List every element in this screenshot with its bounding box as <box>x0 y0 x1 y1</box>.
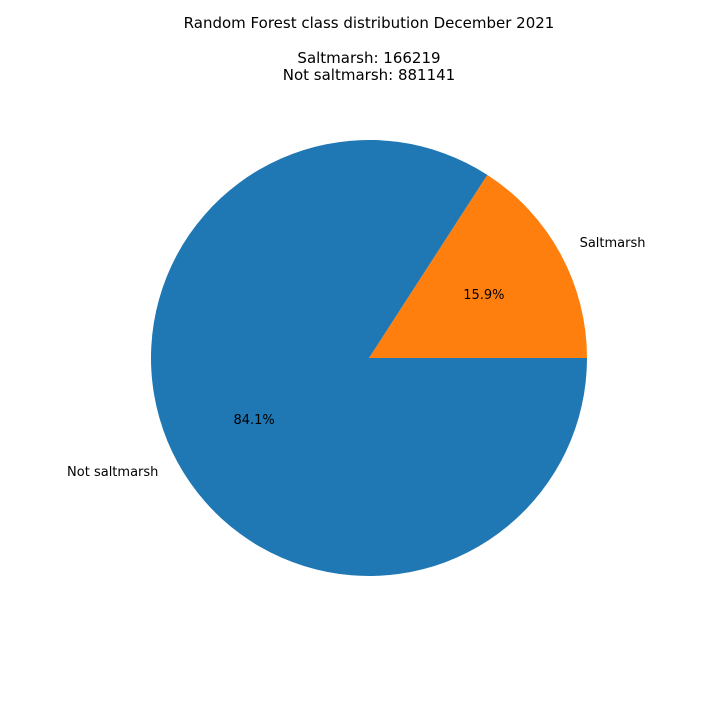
chart-title: Random Forest class distribution Decembe… <box>184 14 555 32</box>
pie-slice-saltmarsh <box>369 174 587 358</box>
chart-subtitle-line-1: Saltmarsh: 166219 <box>297 49 440 67</box>
pie-label-not-saltmarsh: Not saltmarsh <box>67 465 158 480</box>
pie-slice-not-saltmarsh <box>150 139 587 576</box>
pie-percent-not-saltmarsh: 84.1% <box>233 413 274 428</box>
pie-labels: Saltmarsh 15.9% Not saltmarsh 84.1% <box>67 236 645 480</box>
pie-slices <box>150 139 587 576</box>
pie-label-saltmarsh: Saltmarsh <box>580 236 646 251</box>
chart-subtitle-line-2: Not saltmarsh: 881141 <box>283 66 455 84</box>
pie-percent-saltmarsh: 15.9% <box>463 288 504 303</box>
